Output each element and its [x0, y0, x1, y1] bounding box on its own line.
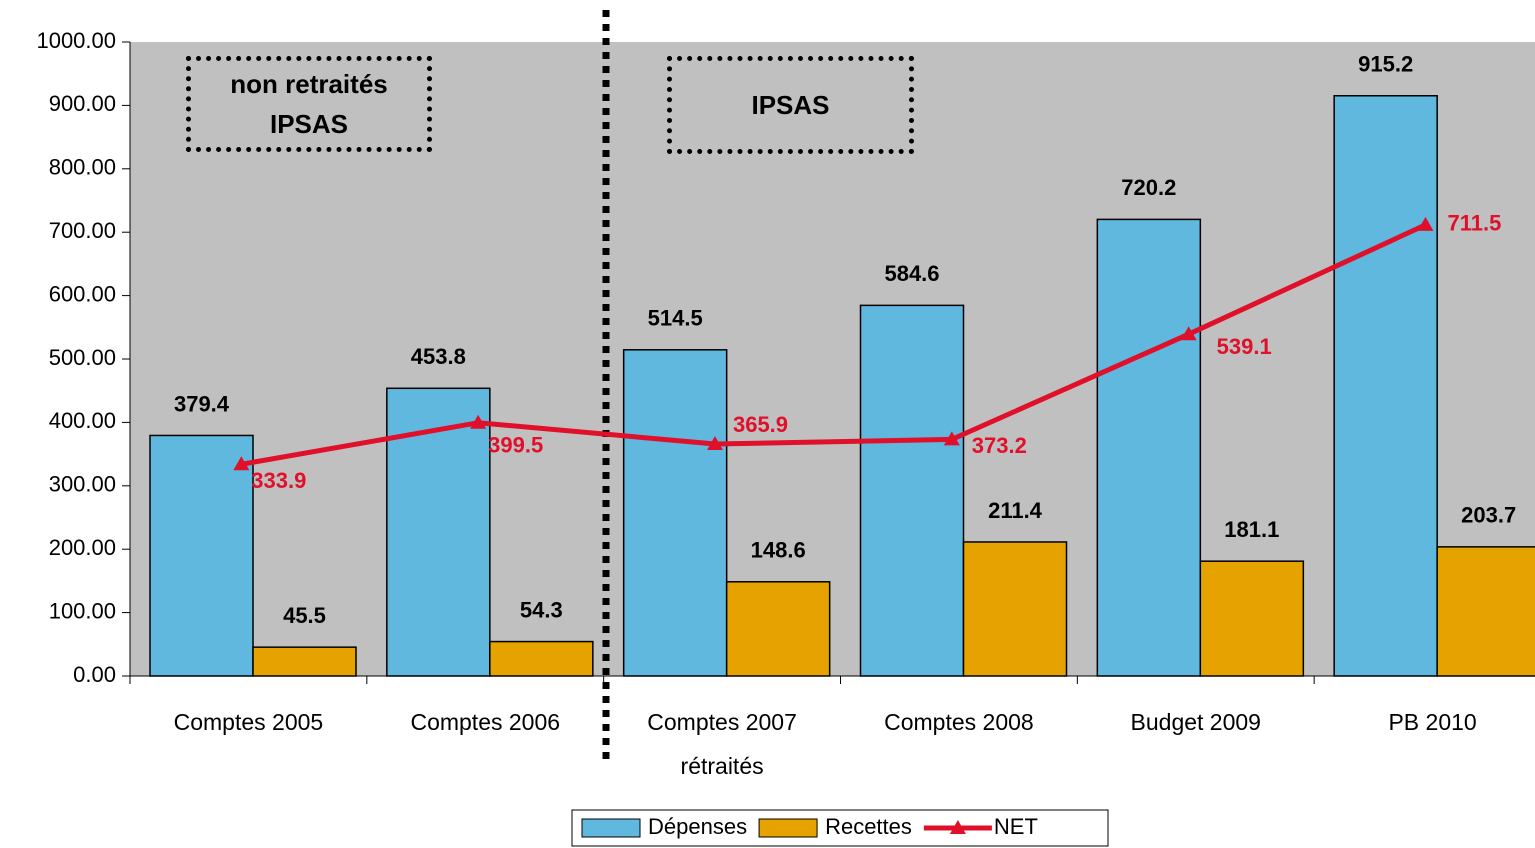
- value-label: 211.4: [988, 498, 1043, 523]
- x-tick-label: Comptes 2006: [410, 709, 561, 735]
- value-label: 373.2: [972, 433, 1027, 458]
- legend-label: NET: [994, 814, 1038, 839]
- legend-swatch: [581, 818, 641, 838]
- legend-swatch: [758, 818, 818, 838]
- y-tick-label: 900.00: [49, 91, 116, 116]
- bar: [149, 434, 254, 677]
- y-tick-label: 1000.00: [36, 28, 116, 53]
- bar: [725, 581, 831, 677]
- bar: [489, 640, 594, 677]
- x-tick-label: Comptes 2008: [884, 709, 1034, 735]
- y-tick-label: 400.00: [49, 408, 116, 433]
- legend-label: Recettes: [825, 814, 912, 839]
- legend: [571, 809, 1109, 847]
- net-marker: [706, 436, 723, 451]
- bar: [1333, 95, 1438, 677]
- x-tick-label: Comptes 2007 rétraités: [647, 709, 797, 779]
- net-marker: [1180, 326, 1197, 341]
- value-label: 584.6: [884, 261, 939, 286]
- y-tick-label: 100.00: [49, 598, 116, 623]
- y-tick-label: 300.00: [49, 472, 116, 497]
- y-tick-label: 500.00: [49, 345, 116, 370]
- net-marker: [470, 414, 487, 429]
- net-marker: [1417, 216, 1434, 231]
- net-marker: [233, 456, 250, 471]
- value-label: 711.5: [1447, 211, 1501, 236]
- value-label: 379.4: [174, 391, 230, 416]
- y-tick-label: 600.00: [49, 281, 116, 306]
- bar: [252, 646, 357, 677]
- x-tick-label: PB 2010: [1388, 709, 1477, 735]
- annotation: IPSAS: [667, 56, 914, 154]
- x-tick-label: Comptes 2005: [173, 709, 324, 735]
- x-tick-label: Budget 2009: [1130, 709, 1261, 735]
- bar: [1096, 218, 1202, 677]
- bar: [962, 541, 1068, 677]
- value-label: 399.5: [488, 433, 543, 458]
- value-label: 45.5: [283, 603, 326, 628]
- net-line: [240, 222, 1427, 467]
- value-label: 203.7: [1461, 503, 1516, 528]
- value-label: 148.6: [751, 538, 806, 563]
- value-label: 720.2: [1121, 175, 1176, 200]
- bar: [1436, 546, 1535, 677]
- y-tick-label: 200.00: [49, 535, 116, 560]
- annotation: non retraités IPSAS: [186, 56, 432, 152]
- value-label: 181.1: [1224, 517, 1279, 542]
- y-tick-label: 0.00: [73, 662, 116, 687]
- value-label: 54.3: [520, 597, 563, 622]
- legend-label: Dépenses: [648, 814, 747, 839]
- bar: [1199, 560, 1305, 677]
- value-label: 539.1: [1217, 334, 1272, 359]
- net-marker: [943, 431, 960, 446]
- value-label: 365.9: [733, 412, 788, 437]
- value-label: 915.2: [1358, 52, 1413, 77]
- bar: [622, 349, 728, 677]
- y-tick-label: 800.00: [49, 155, 116, 180]
- value-label: 514.5: [648, 306, 703, 331]
- value-label: 333.9: [251, 468, 306, 493]
- value-label: 453.8: [411, 344, 466, 369]
- legend-marker: [949, 820, 966, 834]
- bar: [859, 304, 965, 677]
- y-tick-label: 700.00: [49, 218, 116, 243]
